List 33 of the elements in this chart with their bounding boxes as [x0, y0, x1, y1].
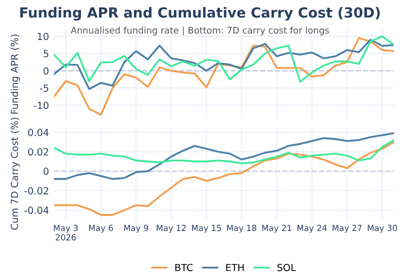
line-series [54, 35, 394, 83]
y-axis-title: Funding APR (%) [10, 34, 20, 114]
y-tick-label: -0.02 [24, 187, 48, 194]
line-series [54, 141, 394, 216]
legend-label: SOL [277, 264, 296, 272]
x-tick-label: May 12 [156, 224, 186, 233]
y-tick-label: 0.02 [28, 148, 48, 156]
legend-label: ETH [226, 264, 244, 272]
y-tick-label: -5 [40, 84, 48, 92]
chart-title: Funding APR and Cumulative Carry Cost (30D) [20, 7, 380, 21]
x-tick-label: May 15 [192, 224, 221, 233]
y-tick-label: 5 [44, 50, 48, 58]
y-tick-label: 0 [44, 67, 48, 75]
y-tick-label: 0.04 [28, 128, 49, 136]
chart-subtitle: Annualised funding rate | Bottom: 7D carry cost for longs [70, 26, 329, 36]
y-axis-title: Cum 7D Carry Cost (%) [10, 118, 20, 230]
x-tick-label: May 24 [298, 224, 327, 233]
x-tick-label: May 3 2026 [54, 224, 78, 240]
line-series [54, 38, 394, 90]
line-series [54, 37, 394, 116]
x-tick-label: May 18 [227, 224, 256, 233]
legend-label: BTC [175, 264, 193, 272]
y-tick-label: -10 [34, 102, 48, 110]
x-tick-label: May 9 [124, 224, 148, 233]
x-tick-label: May 27 [332, 224, 362, 233]
x-tick-label: May 30 [368, 224, 397, 233]
x-tick-label: May 21 [262, 224, 292, 233]
y-tick-label: 0 [44, 168, 48, 175]
y-tick-label: -0.04 [24, 206, 49, 214]
line-series [54, 132, 394, 180]
line-series [54, 139, 394, 164]
y-tick-label: 10 [38, 32, 48, 40]
x-tick-label: May 6 [89, 224, 113, 233]
